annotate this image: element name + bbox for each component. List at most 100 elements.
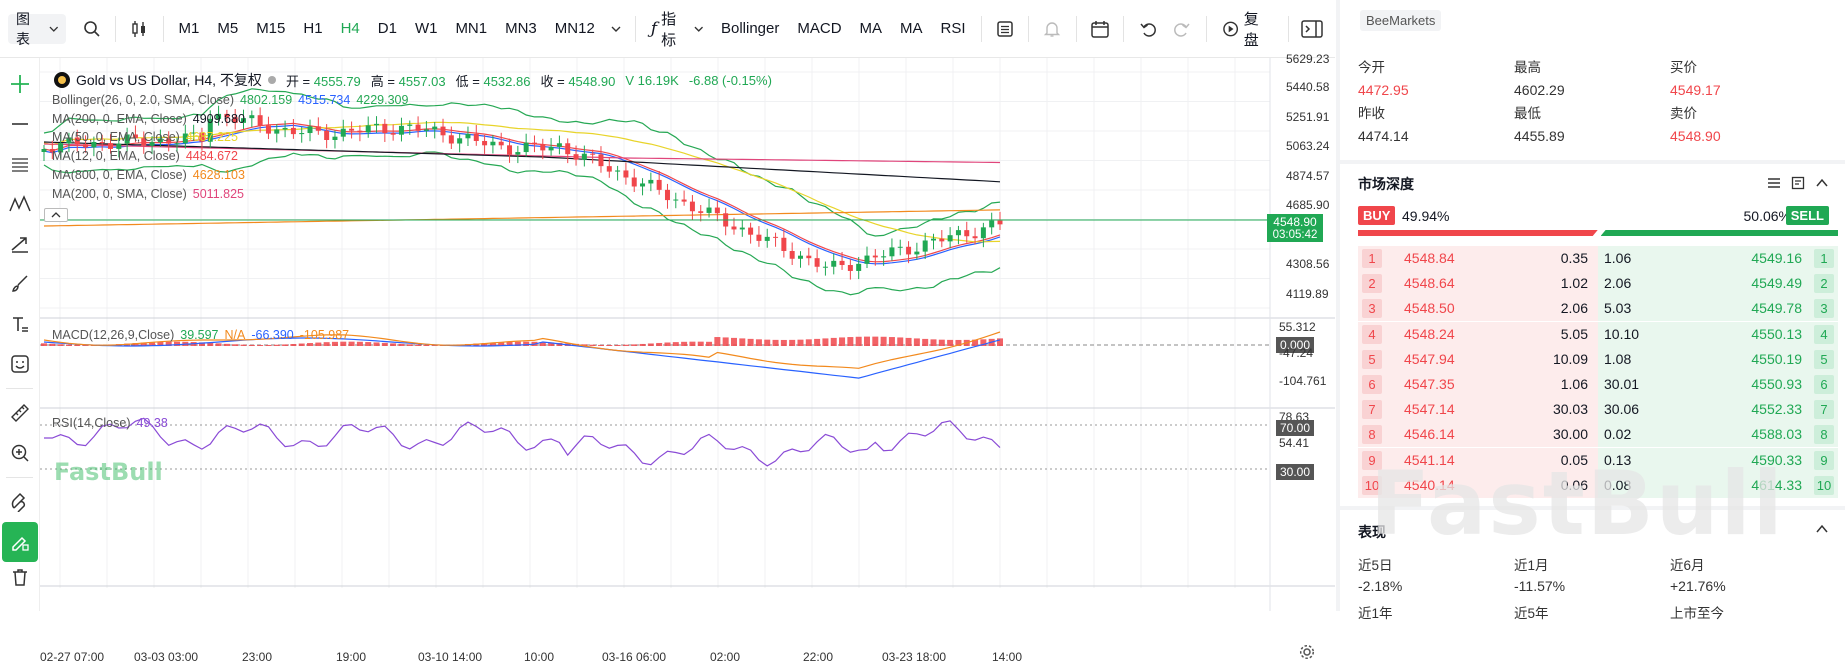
timeframe-w1[interactable]: W1 bbox=[414, 20, 438, 37]
candle-body bbox=[457, 138, 463, 144]
layout-button[interactable] bbox=[988, 11, 1023, 47]
macd-histogram-bar bbox=[315, 342, 322, 346]
indicator-value: 4628.103 bbox=[192, 167, 245, 182]
macd-histogram-bar bbox=[157, 341, 164, 346]
delete-tool[interactable] bbox=[0, 562, 40, 592]
indicator-legend-row[interactable]: MA(200, 0, EMA, Close) 4909.680 bbox=[52, 112, 251, 126]
candle-body bbox=[108, 143, 114, 149]
indicator-legend-row[interactable]: Bollinger(26, 0, 2.0, SMA, Close) 4802.15… bbox=[52, 93, 414, 107]
timeframe-m15[interactable]: M15 bbox=[256, 20, 286, 37]
candle-body bbox=[540, 144, 546, 151]
depth-collapse-button[interactable] bbox=[1815, 176, 1829, 195]
calendar-button[interactable] bbox=[1083, 11, 1118, 47]
fib-tool[interactable] bbox=[0, 144, 40, 184]
candle-style-button[interactable] bbox=[122, 11, 157, 47]
emoji-tool[interactable] bbox=[0, 344, 40, 384]
search-symbol-button[interactable] bbox=[74, 11, 109, 47]
magnet-tool[interactable] bbox=[0, 482, 40, 522]
timeframe-mn12[interactable]: MN12 bbox=[554, 20, 595, 37]
ask-level-index: 10 bbox=[1814, 475, 1834, 495]
price-chart-canvas[interactable] bbox=[40, 58, 1335, 611]
candle-body bbox=[756, 234, 762, 241]
macd-histogram-bar bbox=[805, 339, 812, 346]
quick-indicator-ma-2[interactable]: MA bbox=[859, 20, 883, 37]
indicator-legend-row[interactable]: MA(800, 0, EMA, Close) 4628.103 bbox=[52, 168, 251, 182]
chart-area[interactable]: Gold vs US Dollar, H4, 不复权 开 = 4555.79 高… bbox=[40, 52, 1335, 664]
ask-volume: 0.08 bbox=[1604, 476, 1632, 493]
quick-indicator-rsi-4[interactable]: RSI bbox=[940, 20, 966, 37]
indicators-button[interactable]: ƒ 指标 bbox=[642, 11, 712, 49]
buy-badge: BUY bbox=[1358, 206, 1396, 225]
timeframe-h4[interactable]: H4 bbox=[340, 20, 360, 37]
macd-histogram-bar bbox=[323, 342, 330, 346]
toggle-panel-button[interactable] bbox=[1294, 11, 1329, 47]
performance-collapse-button[interactable] bbox=[1815, 522, 1829, 541]
timeframe-mn3[interactable]: MN3 bbox=[505, 20, 537, 37]
depth-list-view-button[interactable] bbox=[1767, 176, 1781, 195]
price-tick: 4308.56 bbox=[1286, 257, 1330, 271]
alert-button[interactable] bbox=[1035, 11, 1070, 47]
collapse-legend-button[interactable] bbox=[44, 208, 68, 222]
replay-label: 复盘 bbox=[1243, 10, 1259, 49]
macd-histogram-bar bbox=[57, 344, 64, 346]
candle-body bbox=[706, 207, 712, 213]
ask-volume: 1.08 bbox=[1604, 350, 1632, 367]
undo-button[interactable] bbox=[1130, 11, 1165, 47]
quick-indicator-bollinger-0[interactable]: Bollinger bbox=[721, 20, 780, 37]
macd-histogram-bar bbox=[622, 344, 629, 346]
bid-level-index: 2 bbox=[1362, 274, 1382, 294]
candle-body bbox=[764, 236, 770, 241]
macd-histogram-bar bbox=[689, 341, 696, 346]
timeframe-m5[interactable]: M5 bbox=[217, 20, 239, 37]
candle-body bbox=[224, 113, 230, 118]
redo-button[interactable] bbox=[1165, 11, 1200, 47]
text-tool[interactable] bbox=[0, 304, 40, 344]
candle-body bbox=[307, 126, 313, 134]
crosshair-tool[interactable] bbox=[0, 64, 40, 104]
fastbull-watermark-large: FastBull bbox=[1370, 452, 1785, 555]
depth-row: 4 4548.24 5.05 10.10 4550.13 4 bbox=[1358, 321, 1838, 347]
quick-indicator-ma-3[interactable]: MA bbox=[900, 20, 923, 37]
ask-side-bg bbox=[1598, 346, 1838, 372]
timeframe-m1[interactable]: M1 bbox=[178, 20, 200, 37]
indicator-legend-row[interactable]: MA(12, 0, EMA, Close) 4484.672 bbox=[52, 149, 244, 163]
time-tick: 02:00 bbox=[710, 650, 741, 664]
replay-button[interactable]: 复盘 bbox=[1213, 11, 1282, 49]
macd-histogram-bar bbox=[631, 344, 638, 346]
zoom-tool[interactable] bbox=[0, 433, 40, 473]
collapse-panel-icon bbox=[1301, 19, 1323, 38]
macd-histogram-bar bbox=[174, 341, 181, 346]
bid-level-index: 6 bbox=[1362, 375, 1382, 394]
chart-type-select[interactable]: 图表 bbox=[8, 11, 67, 47]
timeframe-mn1[interactable]: MN1 bbox=[455, 20, 488, 37]
pattern-icon bbox=[9, 195, 31, 212]
pattern-tool[interactable] bbox=[0, 184, 40, 224]
indicator-legend-row[interactable]: MA(50, 0, EMA, Close) 4687.225 bbox=[52, 130, 244, 144]
open-label: 今开 bbox=[1358, 60, 1385, 75]
ma800-line bbox=[43, 209, 1001, 227]
timeframe-d1[interactable]: D1 bbox=[377, 20, 397, 37]
lock-drawing-tool[interactable] bbox=[2, 522, 38, 562]
candle-body bbox=[349, 128, 355, 131]
macd-histogram-bar bbox=[41, 343, 47, 346]
brush-tool[interactable] bbox=[0, 264, 40, 304]
candle-body bbox=[606, 166, 612, 172]
ask-side-bg bbox=[1598, 397, 1838, 423]
candle-body bbox=[116, 143, 122, 149]
depth-book-view-button[interactable] bbox=[1791, 176, 1805, 195]
timeframe-h1[interactable]: H1 bbox=[303, 20, 323, 37]
timeframe-more-button[interactable] bbox=[604, 11, 629, 47]
chart-settings-button[interactable] bbox=[1299, 644, 1315, 665]
macd-histogram-bar bbox=[789, 339, 796, 346]
ruler-tool[interactable] bbox=[0, 393, 40, 433]
indicator-legend-row[interactable]: MA(200, 0, SMA, Close) 5011.825 bbox=[52, 187, 250, 201]
line-tool[interactable] bbox=[0, 104, 40, 144]
candle-body bbox=[773, 236, 779, 238]
candle-body bbox=[664, 189, 670, 201]
projection-tool[interactable] bbox=[0, 224, 40, 264]
candle-body bbox=[814, 258, 820, 267]
quick-indicator-macd-1[interactable]: MACD bbox=[797, 20, 842, 37]
candle-body bbox=[99, 142, 105, 144]
candle-body bbox=[906, 246, 912, 255]
bid-volume: 0.35 bbox=[1560, 250, 1588, 266]
